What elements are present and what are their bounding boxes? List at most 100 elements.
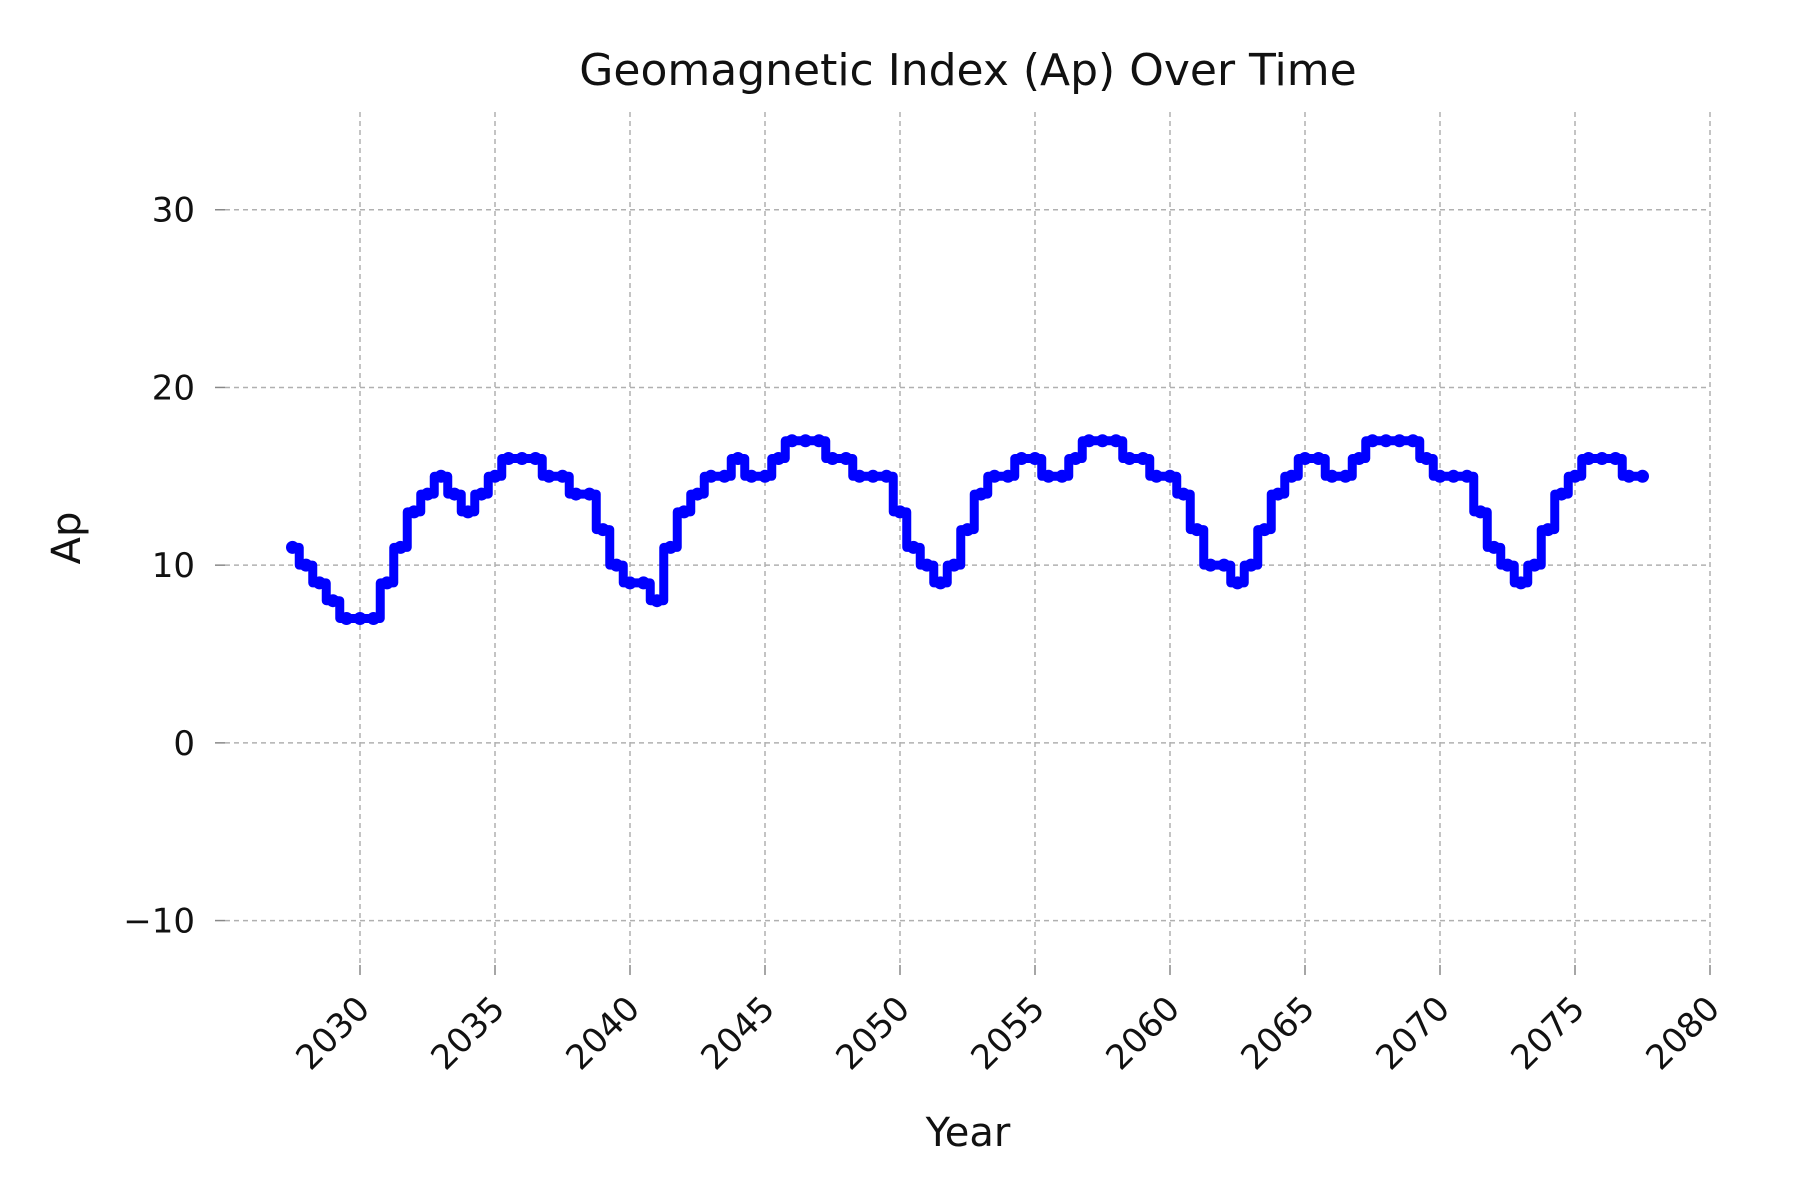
- data-point: [785, 434, 799, 448]
- data-point: [1163, 469, 1177, 483]
- data-point: [448, 487, 461, 501]
- data-point: [1285, 469, 1298, 483]
- data-point: [556, 469, 569, 483]
- data-point: [988, 469, 1001, 483]
- grid: [225, 112, 1711, 965]
- data-point: [515, 452, 529, 466]
- data-point: [340, 611, 353, 625]
- data-point: [421, 487, 434, 501]
- data-point: [839, 452, 853, 466]
- data-point: [1217, 558, 1231, 572]
- data-point: [866, 469, 880, 483]
- data-point: [691, 487, 704, 501]
- data-point: [1582, 452, 1595, 466]
- data-point: [1001, 469, 1015, 483]
- data-point: [353, 611, 367, 625]
- data-point: [1352, 452, 1366, 466]
- data-point: [1528, 558, 1541, 572]
- data-point: [1568, 469, 1582, 483]
- data-point: [974, 487, 988, 501]
- x-tick-label: 2030: [288, 989, 377, 1078]
- data-point: [704, 469, 718, 483]
- x-tick-label: 2060: [1098, 989, 1187, 1078]
- data-point: [1204, 558, 1217, 572]
- data-point: [1231, 576, 1244, 590]
- data-point: [664, 540, 677, 554]
- data-point: [623, 576, 637, 590]
- data-point: [1487, 540, 1501, 554]
- x-axis-label: Year: [925, 1110, 1011, 1156]
- data-point: [812, 434, 826, 448]
- x-tick-label: 2075: [1503, 989, 1592, 1078]
- x-tick-label: 2070: [1368, 989, 1457, 1078]
- data-point: [1069, 452, 1082, 466]
- data-point: [731, 452, 745, 466]
- data-point: [1555, 487, 1568, 501]
- data-point: [1312, 452, 1325, 466]
- data-point: [488, 469, 502, 483]
- data-point: [367, 611, 380, 625]
- data-point: [380, 576, 394, 590]
- data-point: [907, 540, 920, 554]
- data-point: [1298, 452, 1312, 466]
- data-point: [745, 469, 758, 483]
- data-point: [1379, 434, 1393, 448]
- data-point: [1177, 487, 1190, 501]
- data-point: [758, 469, 772, 483]
- x-tick-label: 2050: [828, 989, 917, 1078]
- data-point: [1123, 452, 1136, 466]
- data-point: [1015, 452, 1028, 466]
- x-tick-label: 2045: [693, 989, 782, 1078]
- data-point: [1096, 434, 1109, 448]
- y-tick-label: 10: [152, 546, 195, 586]
- series: [286, 434, 1649, 625]
- data-point: [1028, 452, 1042, 466]
- y-axis-label: Ap: [44, 512, 90, 565]
- data-point: [1271, 487, 1285, 501]
- data-point: [461, 505, 475, 519]
- series-line: [288, 436, 1647, 623]
- data-point: [799, 434, 812, 448]
- data-point: [893, 505, 907, 519]
- axis-ticks: 2030 2035 2040 2045 2050 2055 2060 2065 2070 2075…: [123, 191, 1728, 1078]
- data-point: [1447, 469, 1460, 483]
- x-tick-label: 2065: [1233, 989, 1322, 1078]
- data-point: [1420, 452, 1433, 466]
- y-tick-label: 30: [152, 191, 195, 231]
- data-point: [637, 576, 650, 590]
- data-point: [502, 452, 515, 466]
- data-point: [853, 469, 866, 483]
- chart-title: Geomagnetic Index (Ap) Over Time: [579, 45, 1356, 96]
- data-point: [1109, 434, 1123, 448]
- data-point: [718, 469, 731, 483]
- data-point: [313, 576, 326, 590]
- data-point: [1190, 523, 1204, 537]
- data-point: [1609, 452, 1622, 466]
- data-point: [1501, 558, 1514, 572]
- data-point: [583, 487, 596, 501]
- data-point: [772, 452, 785, 466]
- data-point: [569, 487, 583, 501]
- x-tick-label: 2035: [423, 989, 512, 1078]
- data-point: [1136, 452, 1150, 466]
- data-point: [1042, 469, 1055, 483]
- data-point: [407, 505, 421, 519]
- data-point: [1339, 469, 1352, 483]
- x-tick-label: 2055: [963, 989, 1052, 1078]
- data-point: [880, 469, 893, 483]
- data-point: [1460, 469, 1474, 483]
- data-point: [1433, 469, 1447, 483]
- y-tick-label: 20: [152, 368, 195, 408]
- data-point: [1150, 469, 1163, 483]
- data-point: [529, 452, 542, 466]
- data-point: [1244, 558, 1258, 572]
- data-point: [1366, 434, 1379, 448]
- data-point: [326, 594, 340, 608]
- data-point: [1474, 505, 1487, 519]
- data-point: [286, 540, 299, 554]
- data-point: [596, 523, 610, 537]
- data-point: [1055, 469, 1069, 483]
- data-point: [920, 558, 934, 572]
- y-tick-label: −10: [123, 902, 195, 942]
